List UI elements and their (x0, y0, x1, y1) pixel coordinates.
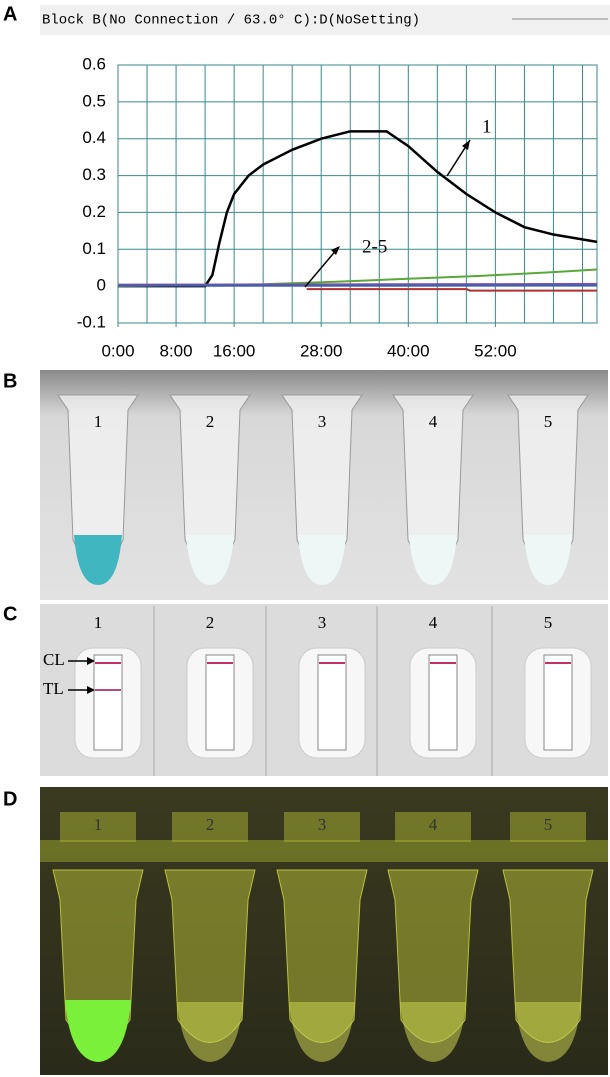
tube-number: 5 (544, 412, 553, 431)
plot-frame (117, 64, 598, 324)
y-tick-label: 0.3 (82, 165, 106, 184)
line (118, 130, 598, 288)
strip-number: 1 (94, 613, 103, 632)
window (428, 654, 458, 751)
header: Block B(No Connection / 63.0° C):D(NoSet… (42, 13, 420, 29)
liquid (177, 1000, 243, 1062)
cap (284, 812, 360, 842)
tube-number: 3 (318, 412, 327, 431)
line-label: TL (43, 679, 64, 698)
liquid (409, 535, 457, 585)
tube-number: 1 (94, 412, 103, 431)
line (117, 282, 598, 286)
strip-number: 4 (429, 613, 438, 632)
y-tick-label: 0.1 (82, 239, 106, 258)
liquid (400, 1000, 466, 1062)
arrow (304, 247, 339, 288)
tube-number: 4 (429, 412, 438, 431)
arrowhead (462, 140, 470, 150)
y-tick-label: 0.5 (82, 91, 106, 110)
y-tick-label: 0 (97, 276, 106, 295)
tube-number: 5 (544, 815, 553, 834)
cap-strip (40, 840, 608, 862)
cap (172, 812, 248, 842)
line (306, 288, 597, 292)
arrowhead (87, 657, 95, 665)
annotation: 2-5 (362, 236, 387, 257)
x-tick-label: 40:00 (387, 341, 430, 360)
x-tick-label: 52:00 (474, 341, 517, 360)
line-label: CL (43, 650, 65, 669)
strip-number: 2 (206, 613, 215, 632)
tube-number: 4 (429, 815, 438, 834)
liquid (186, 535, 234, 585)
panel-label: C (3, 603, 17, 625)
tube-number: 2 (206, 412, 215, 431)
header-bar (40, 5, 610, 35)
liquid (298, 535, 346, 585)
cap (60, 812, 136, 842)
cap (395, 812, 471, 842)
x-tick-label: 8:00 (160, 341, 193, 360)
window (93, 654, 123, 751)
window (205, 654, 235, 751)
y-tick-label: -0.1 (77, 312, 106, 331)
strip-number: 3 (318, 613, 327, 632)
annotation: 1 (482, 116, 492, 137)
window (543, 654, 573, 751)
panel-label: A (3, 3, 17, 25)
liquid (524, 535, 572, 585)
panel-label: B (3, 370, 17, 392)
tube-number: 2 (206, 815, 215, 834)
arrowhead (87, 686, 95, 694)
tube-number: 1 (94, 815, 103, 834)
strip-number: 5 (544, 613, 553, 632)
x-tick-label: 0:00 (101, 341, 134, 360)
tube-number: 3 (318, 815, 327, 834)
liquid (515, 1000, 581, 1062)
panel-label: D (3, 788, 17, 810)
liquid (65, 1000, 131, 1062)
window (317, 654, 347, 751)
y-tick-label: 0.4 (82, 128, 106, 147)
cap (510, 812, 586, 842)
x-tick-label: 28:00 (300, 341, 343, 360)
y-tick-label: 0.6 (82, 54, 106, 73)
x-tick-label: 16:00 (213, 341, 256, 360)
liquid (74, 535, 122, 585)
arrowhead (331, 246, 340, 255)
y-tick-label: 0.2 (82, 202, 106, 221)
liquid (289, 1000, 355, 1062)
